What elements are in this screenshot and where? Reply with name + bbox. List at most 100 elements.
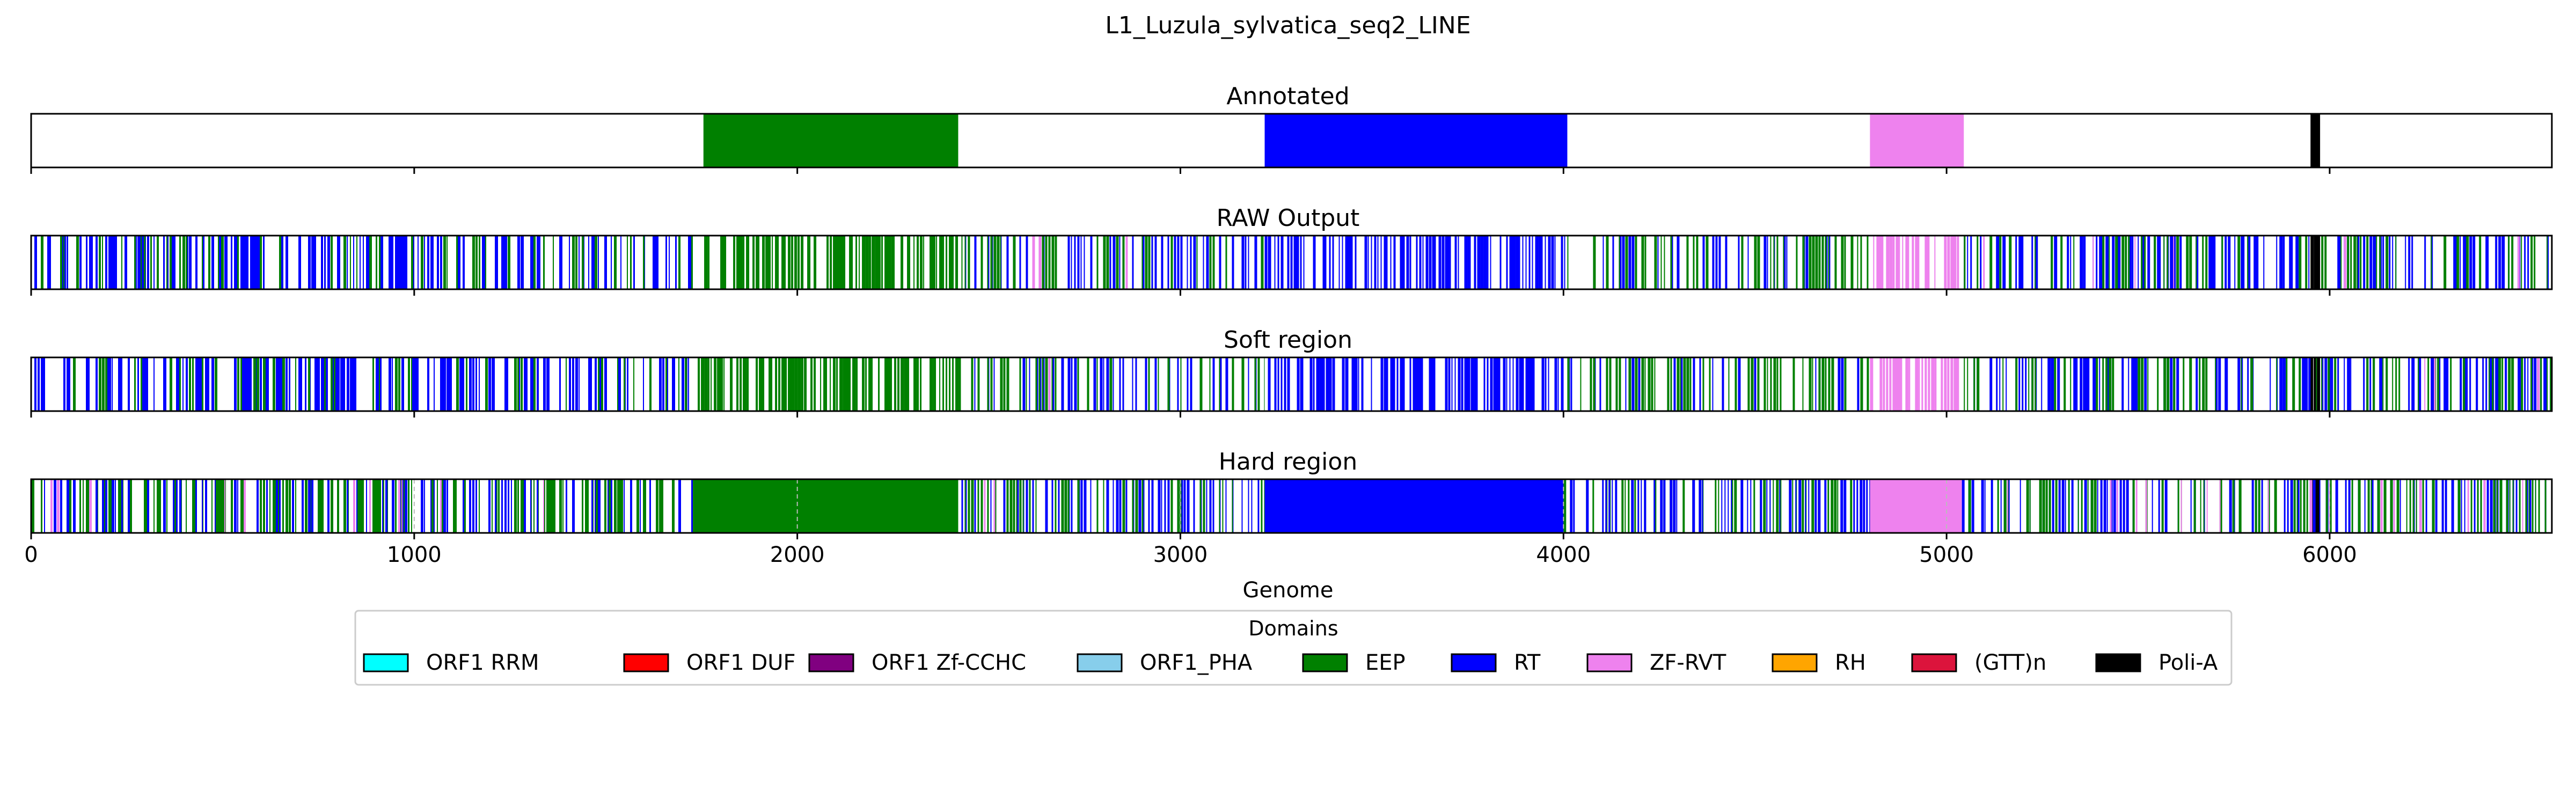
stripe-eep xyxy=(2530,236,2533,289)
stripe-zf-rvt xyxy=(224,479,225,533)
stripe-eep xyxy=(1026,357,1027,411)
stripe-eep xyxy=(701,357,705,411)
stripe-rt xyxy=(1300,357,1304,411)
stripe-rt xyxy=(1187,357,1189,411)
track-frame xyxy=(30,356,2553,412)
stripe-eep xyxy=(1796,236,1798,289)
stripe-rt xyxy=(1393,357,1395,411)
stripe-rt xyxy=(1367,236,1369,289)
stripe-rt xyxy=(1309,357,1313,411)
stripe-zf-rvt xyxy=(1934,236,1936,289)
stripe-eep xyxy=(2167,236,2169,289)
stripe-rt xyxy=(1528,357,1533,411)
stripe-rt xyxy=(298,236,301,289)
stripe-eep xyxy=(833,357,836,411)
stripe-eep xyxy=(1792,479,1794,533)
stripe-rt xyxy=(459,357,463,411)
stripe-rt xyxy=(1297,236,1299,289)
stripe-eep xyxy=(781,357,786,411)
stripe-rt xyxy=(186,357,188,411)
stripe-eep xyxy=(942,357,945,411)
stripe-eep xyxy=(2508,236,2510,289)
stripe-eep xyxy=(627,236,628,289)
stripe-rt xyxy=(1429,236,1432,289)
stripe-zf-rvt xyxy=(1950,236,1955,289)
legend-label: Poli-A xyxy=(2158,650,2218,675)
stripe-rt xyxy=(2061,479,2065,533)
stripe-rt xyxy=(2399,479,2401,533)
stripe-rt xyxy=(2176,357,2179,411)
stripe-rt xyxy=(1319,357,1323,411)
stripe-eep xyxy=(2163,236,2165,289)
stripe-rt xyxy=(2524,236,2526,289)
stripe-rt xyxy=(611,479,612,533)
stripe-eep xyxy=(2276,357,2278,411)
legend-swatch xyxy=(1077,653,1123,672)
stripe-rt xyxy=(401,357,404,411)
stripe-rt xyxy=(1570,357,1572,411)
stripe-eep xyxy=(1035,357,1037,411)
stripe-eep xyxy=(971,357,974,411)
stripe-eep xyxy=(1096,236,1099,289)
stripe-rt xyxy=(961,479,963,533)
stripe-zf-rvt xyxy=(1892,236,1895,289)
stripe-eep xyxy=(2358,479,2361,533)
stripe-eep xyxy=(743,236,745,289)
stripe-rt xyxy=(1999,357,2001,411)
stripe-eep xyxy=(41,479,42,533)
stripe-rt xyxy=(469,357,472,411)
stripe-eep xyxy=(2048,479,2051,533)
stripe-rt xyxy=(1003,479,1006,533)
stripe-eep xyxy=(1644,357,1646,411)
stripe-eep xyxy=(356,479,360,533)
stripe-eep xyxy=(2070,357,2072,411)
stripe-rt xyxy=(2141,236,2145,289)
stripe-rt xyxy=(1602,479,1604,533)
stripe-rt xyxy=(1608,479,1611,533)
stripe-rt xyxy=(337,236,340,289)
stripe-eep xyxy=(884,236,889,289)
stripe-rt xyxy=(463,357,464,411)
stripe-rt xyxy=(112,236,115,289)
stripe-rt xyxy=(688,236,692,289)
stripe-rt xyxy=(147,236,149,289)
stripe-eep xyxy=(891,236,895,289)
stripe-rt xyxy=(128,357,130,411)
stripe-rt xyxy=(1396,357,1399,411)
stripe-rt xyxy=(598,236,599,289)
stripe-rt xyxy=(1390,357,1394,411)
stripe-rt xyxy=(1264,236,1268,289)
track-3: Hard region xyxy=(30,448,2553,539)
stripe-rt xyxy=(1364,236,1367,289)
stripe-eep xyxy=(1715,479,1717,533)
stripe-eep xyxy=(2221,236,2223,289)
stripe-poli-a xyxy=(2317,236,2321,289)
stripe-rt xyxy=(211,236,214,289)
legend-title: Domains xyxy=(1248,617,1338,640)
stripe-eep xyxy=(379,236,380,289)
stripe-rt xyxy=(1545,236,1546,289)
stripe-rt xyxy=(1718,236,1721,289)
stripe-rt xyxy=(1605,479,1607,533)
stripe-rt xyxy=(1174,236,1176,289)
stripe-eep xyxy=(778,357,781,411)
stripe-eep xyxy=(1077,479,1080,533)
stripe-rt xyxy=(1419,357,1423,411)
stripe-rt xyxy=(630,479,632,533)
stripe-eep xyxy=(1821,236,1824,289)
stripe-rt xyxy=(1490,357,1493,411)
stripe-eep xyxy=(891,357,892,411)
stripe-eep xyxy=(804,357,807,411)
stripe-rt xyxy=(1548,236,1551,289)
stripe-eep xyxy=(1783,236,1784,289)
stripe-rt xyxy=(398,236,401,289)
stripe-eep xyxy=(2373,357,2375,411)
stripe-rt xyxy=(2151,479,2153,533)
stripe-rt xyxy=(67,357,70,411)
stripe-eep xyxy=(1812,357,1813,411)
stripe-rt xyxy=(2218,357,2221,411)
stripe-eep xyxy=(1064,479,1067,533)
stripe-eep xyxy=(1825,236,1827,289)
stripe-rt xyxy=(247,357,251,411)
stripe-eep xyxy=(2360,236,2362,289)
